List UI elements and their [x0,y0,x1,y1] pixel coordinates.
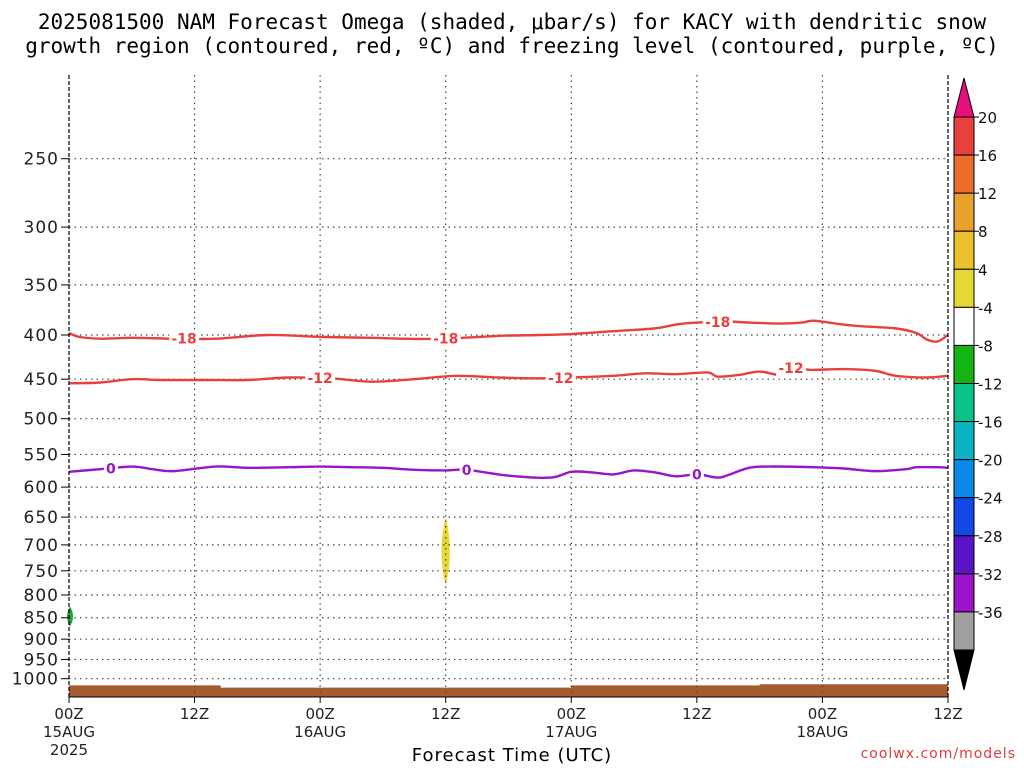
contour-minus18-label-bg [169,330,200,347]
y-tick-label: 350 [24,276,59,296]
colorbar-label: -24 [978,490,1003,508]
contour-minus18-label: -18 [433,332,458,348]
contour-0-label: 0 [106,461,116,477]
x-tick-date-label: 15AUG [43,723,95,741]
colorbar-box [953,306,975,346]
colorbar-box [953,154,975,194]
x-tick-label: 12Z [180,705,209,723]
x-axis-title: Forecast Time (UTC) [411,745,613,766]
colorbar-label: 16 [978,147,997,165]
x-tick-label: 00Z [557,705,586,723]
y-tick-label: 650 [24,508,59,528]
colorbar-box [953,230,975,270]
contour-minus12-label: -12 [778,361,803,377]
y-tick-label: 850 [24,609,59,629]
contour-0-label-bg [689,466,704,483]
y-tick-label: 1000 [12,670,59,690]
contour-lines: -18 -18 -18 -12 -12 -12 0 0 0 [68,313,949,483]
y-tick-label: 800 [24,586,59,606]
contour-minus18-line [68,319,949,343]
x-tick-label: 00Z [54,705,83,723]
x-tick-label: 00Z [808,705,837,723]
chart-title-line-1: 2025081500 NAM Forecast Omega (shaded, μ… [37,10,987,34]
colorbar-bottom-arrow [953,649,975,691]
colorbar-label: 12 [978,185,997,203]
omega-positive-4-to-8-region [441,517,450,586]
colorbar-label: -12 [978,376,1003,394]
y-tick-label: 500 [24,410,59,430]
y-tick-label: 550 [24,445,59,465]
colorbar-box [953,573,975,613]
x-tick-label: 12Z [682,705,711,723]
colorbar-box [953,497,975,537]
colorbar-box [953,421,975,461]
y-tick-label: 950 [24,650,59,670]
x-tick-year-label: 2025 [50,741,88,759]
contour-minus12-label-bg [545,369,576,386]
contour-minus18-label-bg [702,313,733,330]
contour-minus12-label-bg [776,360,807,377]
colorbar-label: -36 [978,604,1003,622]
terrain-below-ground [69,684,948,697]
y-tick-label: 400 [24,326,59,346]
colorbar-box [953,192,975,232]
colorbar-label: -8 [978,337,993,355]
colorbar-top-arrow [953,77,975,118]
x-tick-date-label: 18AUG [796,723,848,741]
colorbar-label: -16 [978,414,1003,432]
y-tick-label: 450 [24,370,59,390]
x-tick-label: 00Z [305,705,334,723]
contour-minus18-label-bg [430,330,461,347]
colorbar-label: 4 [978,261,988,279]
omega-shading [67,517,450,627]
omega-colorbar: 20 16 12 8 4 -4 -8 -12 -16 -20 -24 -28 -32 -36 [953,77,1003,691]
y-tick-label: 300 [24,218,59,238]
x-tick-date-label: 16AUG [294,723,346,741]
y-tick-label: 750 [24,562,59,582]
y-tick-label: 250 [24,150,59,170]
y-tick-label: 600 [24,478,59,498]
y-tick-label: 900 [24,630,59,650]
contour-0-label: 0 [692,467,702,483]
contour-minus18-label: -18 [705,315,730,331]
colorbar-label: 8 [978,223,988,241]
contour-minus12-label-bg [305,370,336,387]
colorbar-label: -4 [978,299,993,317]
contour-0-line [68,465,949,479]
colorbar-box [953,459,975,499]
grid-lines [69,75,948,697]
omega-negative-4-to-8-region [67,606,74,627]
colorbar-box [953,116,975,156]
contour-minus12-label: -12 [548,371,573,387]
x-tick-date-label: 17AUG [545,723,597,741]
contour-0-label: 0 [462,463,472,479]
terrain-fill [69,684,948,697]
source-credit: coolwx.com/models [860,746,1016,762]
x-tick-label: 12Z [431,705,460,723]
contour-minus18-label: -18 [171,332,196,348]
x-tick-label: 12Z [933,705,962,723]
colorbar-box [953,383,975,423]
chart-title-line-2: growth region (contoured, red, ºC) and f… [25,34,999,58]
contour-minus12-line [68,366,949,385]
colorbar-box [953,344,975,384]
colorbar-label: -32 [978,566,1003,584]
colorbar-box [953,611,975,651]
colorbar-label: 20 [978,109,997,127]
contour-0-label-bg [103,460,118,477]
colorbar-label: -20 [978,452,1003,470]
colorbar-box [953,535,975,575]
contour-minus12-label: -12 [307,371,332,387]
plot-axes: 2503003504004505005506006507007508008509… [12,75,963,759]
contour-0-label-bg [459,461,474,478]
y-tick-label: 700 [24,536,59,556]
colorbar-label: -28 [978,528,1003,546]
colorbar-box [953,268,975,308]
